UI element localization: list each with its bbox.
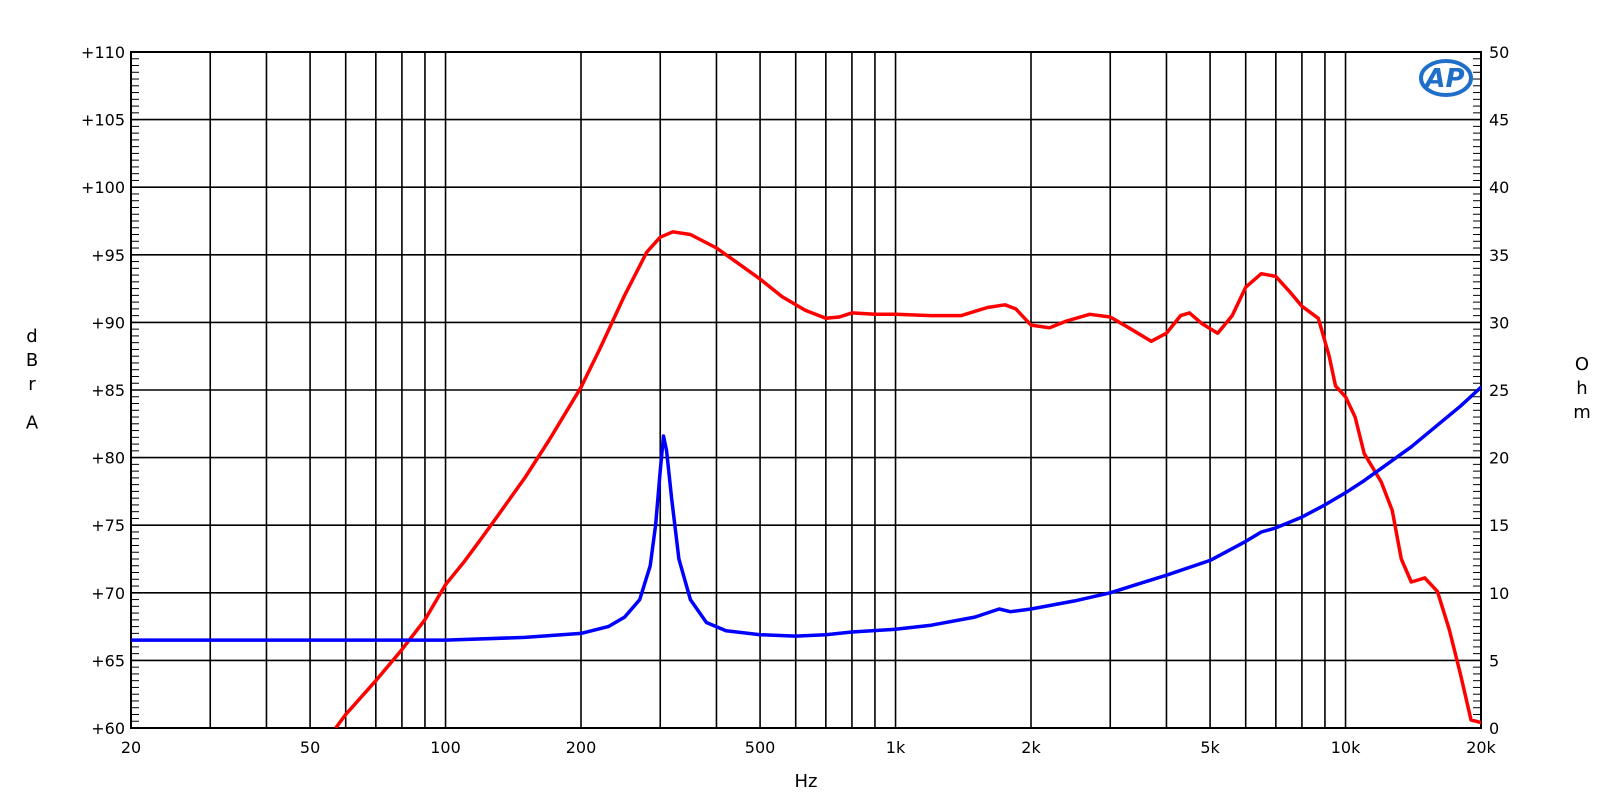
y-tick-label: +60: [91, 719, 125, 738]
ap-logo-text: AP: [1423, 64, 1464, 94]
y2-axis-title: Ohm: [1573, 354, 1591, 423]
axis-title-char: h: [1576, 378, 1587, 399]
y2-tick-label: 0: [1489, 719, 1499, 738]
y-tick-label: +110: [81, 43, 125, 62]
x-tick-label: 5k: [1200, 738, 1220, 757]
x-axis-title: Hz: [795, 771, 818, 792]
ap-logo-ring: [1419, 59, 1473, 97]
y-tick-label: +75: [91, 516, 125, 535]
x-tick-label: 1k: [886, 738, 906, 757]
series-line-right-axis: [131, 384, 1481, 642]
y-tick-label: +80: [91, 449, 125, 468]
y-tick-label: +95: [91, 246, 125, 265]
x-tick-label: 100: [430, 738, 461, 757]
y2-tick-label: 10: [1489, 584, 1509, 603]
axis-title-char: d: [26, 326, 37, 347]
y2-tick-label: 15: [1489, 516, 1509, 535]
x-tick-labels: 20 50 100 200 500 1k 2k 5k 10k 20k: [121, 738, 1497, 757]
y-tick-label: +85: [91, 381, 125, 400]
ap-logo: AP: [1419, 59, 1473, 97]
y2-tick-label: 30: [1489, 313, 1509, 332]
x-tick-label: 2k: [1021, 738, 1041, 757]
series: [131, 230, 1481, 728]
x-tick-label: 500: [745, 738, 776, 757]
y2-tick-label: 50: [1489, 43, 1509, 62]
y2-tick-label: 5: [1489, 651, 1499, 670]
x-tick-label: 20: [121, 738, 141, 757]
y-tick-label: +105: [81, 111, 125, 130]
y2-tick-label: 25: [1489, 381, 1509, 400]
y-tick-label: +65: [91, 651, 125, 670]
grid: [131, 52, 1481, 728]
axis-title-char: A: [26, 412, 39, 433]
x-tick-label: 20k: [1466, 738, 1496, 757]
y-tick-labels: +110 +105 +100 +95 +90 +85 +80 +75 +70 +65 +60: [81, 43, 125, 738]
y2-tick-label: 40: [1489, 178, 1509, 197]
y2-tick-label: 45: [1489, 111, 1509, 130]
plot-frame: [130, 51, 1482, 729]
x-tick-label: 200: [566, 738, 597, 757]
y2-tick-label: 20: [1489, 449, 1509, 468]
y-tick-label: +100: [81, 178, 125, 197]
x-tick-label: 10k: [1331, 738, 1361, 757]
series-line-left-axis: [334, 230, 1481, 728]
y-tick-label: +90: [91, 313, 125, 332]
axis-title-char: B: [26, 350, 38, 371]
y-tick-label: +70: [91, 584, 125, 603]
axis-title-char: O: [1575, 354, 1589, 375]
axis-title-char: m: [1573, 402, 1591, 423]
x-tick-label: 50: [300, 738, 320, 757]
y2-tick-label: 35: [1489, 246, 1509, 265]
axis-title-char: r: [28, 374, 36, 395]
